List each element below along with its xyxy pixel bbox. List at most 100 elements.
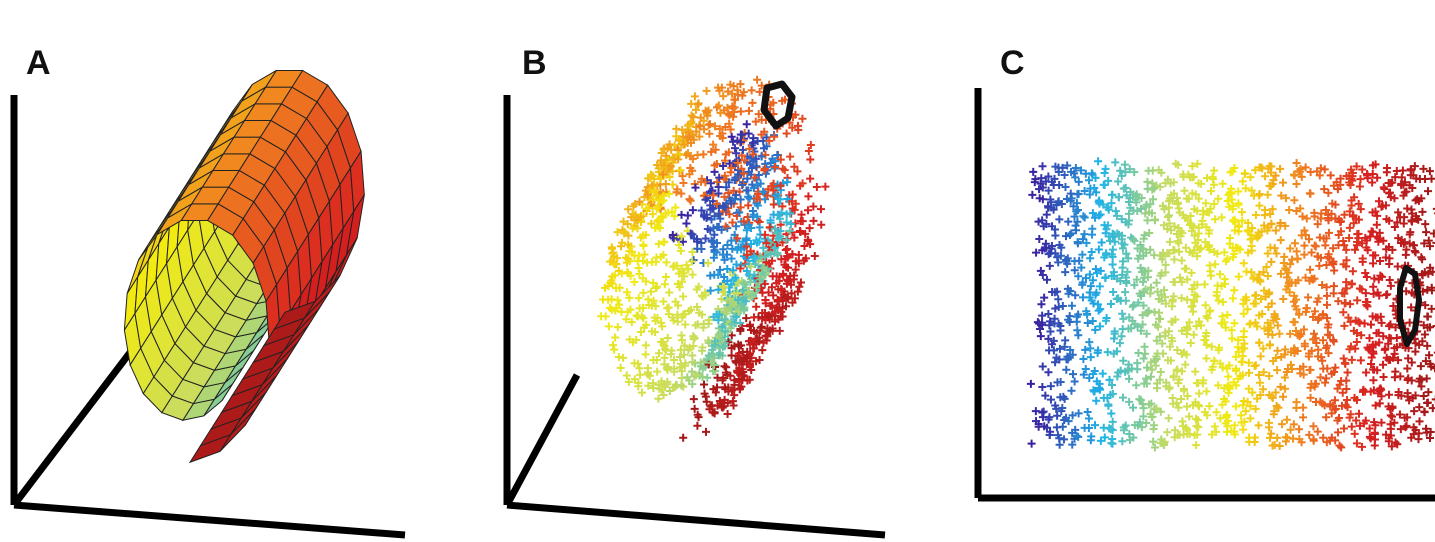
point-marker bbox=[757, 322, 766, 331]
point-marker bbox=[647, 327, 656, 336]
point-marker bbox=[1337, 443, 1346, 452]
point-marker bbox=[1053, 253, 1062, 262]
point-marker bbox=[1282, 273, 1291, 282]
point-marker bbox=[755, 223, 764, 232]
point-marker bbox=[1255, 370, 1264, 379]
point-marker bbox=[610, 345, 619, 354]
point-marker bbox=[1124, 254, 1133, 263]
point-marker bbox=[1277, 191, 1286, 200]
point-marker bbox=[666, 162, 675, 171]
point-marker bbox=[1224, 372, 1233, 381]
point-marker bbox=[738, 145, 747, 154]
scatter-points bbox=[597, 75, 830, 442]
point-marker bbox=[1377, 418, 1386, 427]
point-marker bbox=[1079, 370, 1088, 379]
point-marker bbox=[640, 323, 649, 332]
point-marker bbox=[1182, 194, 1191, 203]
point-marker bbox=[1191, 414, 1200, 423]
point-marker bbox=[668, 231, 677, 240]
point-marker bbox=[720, 255, 729, 264]
point-marker bbox=[1040, 293, 1049, 302]
point-marker bbox=[1402, 421, 1411, 430]
point-marker bbox=[728, 386, 736, 395]
point-marker bbox=[755, 355, 764, 364]
point-marker bbox=[1137, 193, 1146, 202]
point-marker bbox=[1110, 327, 1119, 336]
point-marker bbox=[763, 324, 772, 333]
point-marker bbox=[1133, 421, 1142, 430]
point-marker bbox=[1300, 226, 1309, 235]
point-marker bbox=[1170, 426, 1179, 435]
point-marker bbox=[723, 224, 732, 233]
point-marker bbox=[702, 355, 711, 364]
point-marker bbox=[1376, 234, 1385, 243]
point-marker bbox=[1081, 169, 1090, 178]
point-marker bbox=[1123, 267, 1132, 276]
point-marker bbox=[1342, 245, 1351, 254]
point-marker bbox=[706, 286, 715, 295]
point-marker bbox=[1073, 217, 1082, 226]
point-marker bbox=[1060, 435, 1069, 444]
point-marker bbox=[710, 161, 719, 170]
point-marker bbox=[1044, 368, 1053, 377]
point-marker bbox=[793, 287, 802, 296]
point-marker bbox=[1321, 378, 1330, 387]
point-marker bbox=[791, 199, 800, 208]
point-marker bbox=[796, 228, 805, 237]
point-marker bbox=[783, 195, 792, 204]
point-marker bbox=[640, 250, 649, 259]
point-marker bbox=[732, 312, 741, 321]
point-marker bbox=[1083, 310, 1092, 319]
point-marker bbox=[1317, 209, 1326, 218]
point-marker bbox=[702, 210, 711, 219]
point-marker bbox=[663, 334, 672, 343]
point-marker bbox=[1327, 409, 1336, 418]
point-marker bbox=[1411, 426, 1420, 435]
point-marker bbox=[1263, 249, 1272, 258]
point-marker bbox=[709, 312, 718, 321]
point-marker bbox=[670, 356, 679, 365]
point-marker bbox=[608, 341, 617, 350]
point-marker bbox=[1297, 330, 1306, 339]
point-marker bbox=[1305, 366, 1314, 375]
point-marker bbox=[1243, 226, 1252, 235]
point-marker bbox=[1254, 421, 1263, 430]
point-marker bbox=[654, 239, 663, 248]
point-marker bbox=[732, 260, 741, 269]
point-marker bbox=[1127, 324, 1136, 333]
point-marker bbox=[694, 100, 703, 109]
point-marker bbox=[1074, 272, 1083, 281]
point-marker bbox=[1074, 310, 1083, 319]
point-marker bbox=[1237, 411, 1246, 420]
point-marker bbox=[1348, 279, 1357, 288]
point-marker bbox=[659, 390, 668, 399]
point-marker bbox=[756, 275, 765, 284]
point-marker bbox=[1431, 395, 1435, 404]
point-marker bbox=[1117, 239, 1126, 248]
point-marker bbox=[1095, 379, 1104, 388]
point-marker bbox=[709, 350, 718, 359]
point-marker bbox=[1322, 291, 1331, 300]
point-marker bbox=[806, 155, 815, 164]
point-marker bbox=[1386, 420, 1395, 429]
point-marker bbox=[1383, 290, 1392, 299]
point-marker bbox=[1200, 408, 1209, 417]
panel-c: C bbox=[960, 0, 1435, 542]
point-marker bbox=[689, 332, 698, 341]
point-marker bbox=[1121, 288, 1130, 297]
point-marker bbox=[714, 285, 723, 294]
point-marker bbox=[1352, 337, 1361, 346]
point-marker bbox=[714, 101, 723, 110]
point-marker bbox=[730, 144, 739, 153]
point-marker bbox=[647, 301, 656, 310]
point-marker bbox=[1292, 326, 1301, 335]
point-marker bbox=[1074, 331, 1083, 340]
point-marker bbox=[654, 394, 663, 403]
point-marker bbox=[708, 186, 717, 195]
point-marker bbox=[1332, 178, 1341, 187]
point-marker bbox=[1407, 358, 1416, 367]
point-marker bbox=[1186, 212, 1195, 221]
point-marker bbox=[1224, 191, 1233, 200]
point-marker bbox=[1299, 370, 1308, 379]
mesh-cell bbox=[273, 300, 317, 330]
